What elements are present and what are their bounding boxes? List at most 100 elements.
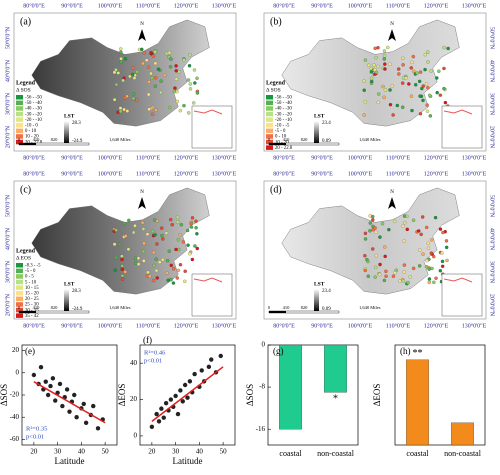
station-dot	[142, 259, 146, 263]
station-dot	[370, 79, 374, 84]
longitude-label: 90°0'0"E	[311, 2, 333, 9]
longitude-label: 120°0'0"E	[174, 170, 199, 177]
longitude-label: 110°0'0"E	[136, 154, 161, 161]
station-dot	[194, 219, 198, 223]
legend-class: -30 - -20	[25, 112, 42, 117]
station-dot	[164, 51, 169, 56]
north-arrow	[388, 197, 396, 209]
scatter-point	[83, 420, 89, 425]
longitude-label: 100°0'0"E	[348, 322, 373, 329]
station-dot	[382, 95, 386, 100]
scale-label: 820	[301, 137, 309, 142]
station-dot	[435, 76, 439, 80]
scatter-point	[163, 400, 169, 406]
scale-label: 410	[283, 305, 291, 310]
station-dot	[112, 70, 117, 75]
panel-label: (b)	[270, 16, 282, 27]
station-dot	[390, 84, 394, 88]
scatter-point	[31, 372, 37, 378]
station-dot	[113, 268, 117, 272]
lst-min: 0.09	[322, 307, 331, 312]
longitude-label: 120°0'0"E	[174, 154, 199, 161]
scatter-point	[91, 403, 96, 409]
station-dot	[161, 237, 165, 241]
station-dot	[132, 92, 136, 96]
lst-title: LST	[64, 113, 75, 119]
longitude-label: 110°0'0"E	[386, 2, 411, 9]
station-dot	[150, 76, 154, 80]
station-dot	[112, 97, 117, 102]
longitude-label: 130°0'0"E	[212, 170, 237, 177]
station-dot	[365, 257, 369, 262]
station-dot	[446, 46, 450, 51]
station-dot	[366, 274, 370, 278]
station-dot	[132, 76, 137, 80]
latitude-label: 30°0'0"N	[4, 260, 11, 283]
legend-class: -10 - -5	[275, 123, 290, 128]
longitude-label: 90°0'0"E	[61, 2, 83, 9]
station-dot	[408, 275, 412, 279]
station-dot	[432, 280, 436, 285]
station-dot	[363, 100, 368, 104]
station-dot	[185, 228, 190, 233]
country-shape	[31, 187, 210, 295]
longitude-label: 80°0'0"E	[273, 170, 295, 177]
station-dot	[411, 54, 415, 59]
lst-ramp	[64, 121, 69, 143]
station-dot	[141, 227, 146, 231]
legend-swatch	[16, 291, 23, 296]
station-dot	[398, 279, 402, 283]
latitude-label: 40°0'0"N	[4, 227, 11, 250]
scatter-point	[43, 379, 48, 384]
station-dot	[371, 218, 375, 222]
station-dot	[411, 69, 416, 74]
scatter-point	[209, 357, 214, 362]
stat-annotation: R²=0.46	[144, 349, 166, 356]
station-dot	[195, 91, 200, 95]
longitude-label: 110°0'0"E	[386, 170, 411, 177]
station-dot	[420, 215, 425, 219]
scale-label: 1,640 Miles	[359, 305, 381, 311]
station-dot	[419, 232, 423, 237]
station-dot	[146, 92, 151, 97]
station-dot	[376, 100, 380, 105]
y-tick-label: 0	[134, 432, 138, 440]
legend-class: -56 - -50	[275, 95, 292, 100]
station-dot	[167, 249, 171, 253]
station-dot	[395, 103, 400, 108]
y-axis-label: ΔSOS	[0, 384, 9, 406]
station-dot	[153, 84, 157, 88]
legend-swatch	[266, 106, 273, 111]
inset-coast	[443, 109, 473, 115]
station-dot	[165, 258, 170, 263]
bar	[324, 344, 347, 393]
station-dot	[122, 107, 126, 112]
station-dot	[117, 242, 122, 247]
station-dot	[141, 249, 146, 254]
station-dot	[159, 90, 163, 95]
station-dot	[382, 54, 387, 58]
station-dot	[402, 263, 407, 267]
legend-swatch	[266, 123, 273, 128]
scale-label: 1,640 Miles	[359, 137, 381, 143]
station-dot	[410, 108, 414, 113]
station-dot	[388, 102, 393, 107]
station-dot	[158, 260, 162, 264]
x-tick-label: 20	[30, 448, 38, 456]
scatter-point	[185, 395, 190, 400]
stat-annotation: p<0.01	[144, 357, 162, 364]
station-dot	[381, 84, 385, 89]
north-label: N	[390, 190, 394, 195]
station-dot	[153, 61, 158, 66]
legend-swatch	[266, 128, 273, 134]
station-dot	[402, 239, 407, 243]
longitude-label: 100°0'0"E	[98, 322, 123, 329]
longitude-label: 80°0'0"E	[23, 170, 45, 177]
station-dot	[383, 67, 387, 71]
station-dot	[397, 67, 401, 71]
station-dot	[366, 63, 371, 67]
station-dot	[120, 264, 124, 268]
station-dot	[187, 111, 191, 115]
station-dot	[177, 70, 181, 74]
legend-swatch	[16, 117, 23, 122]
